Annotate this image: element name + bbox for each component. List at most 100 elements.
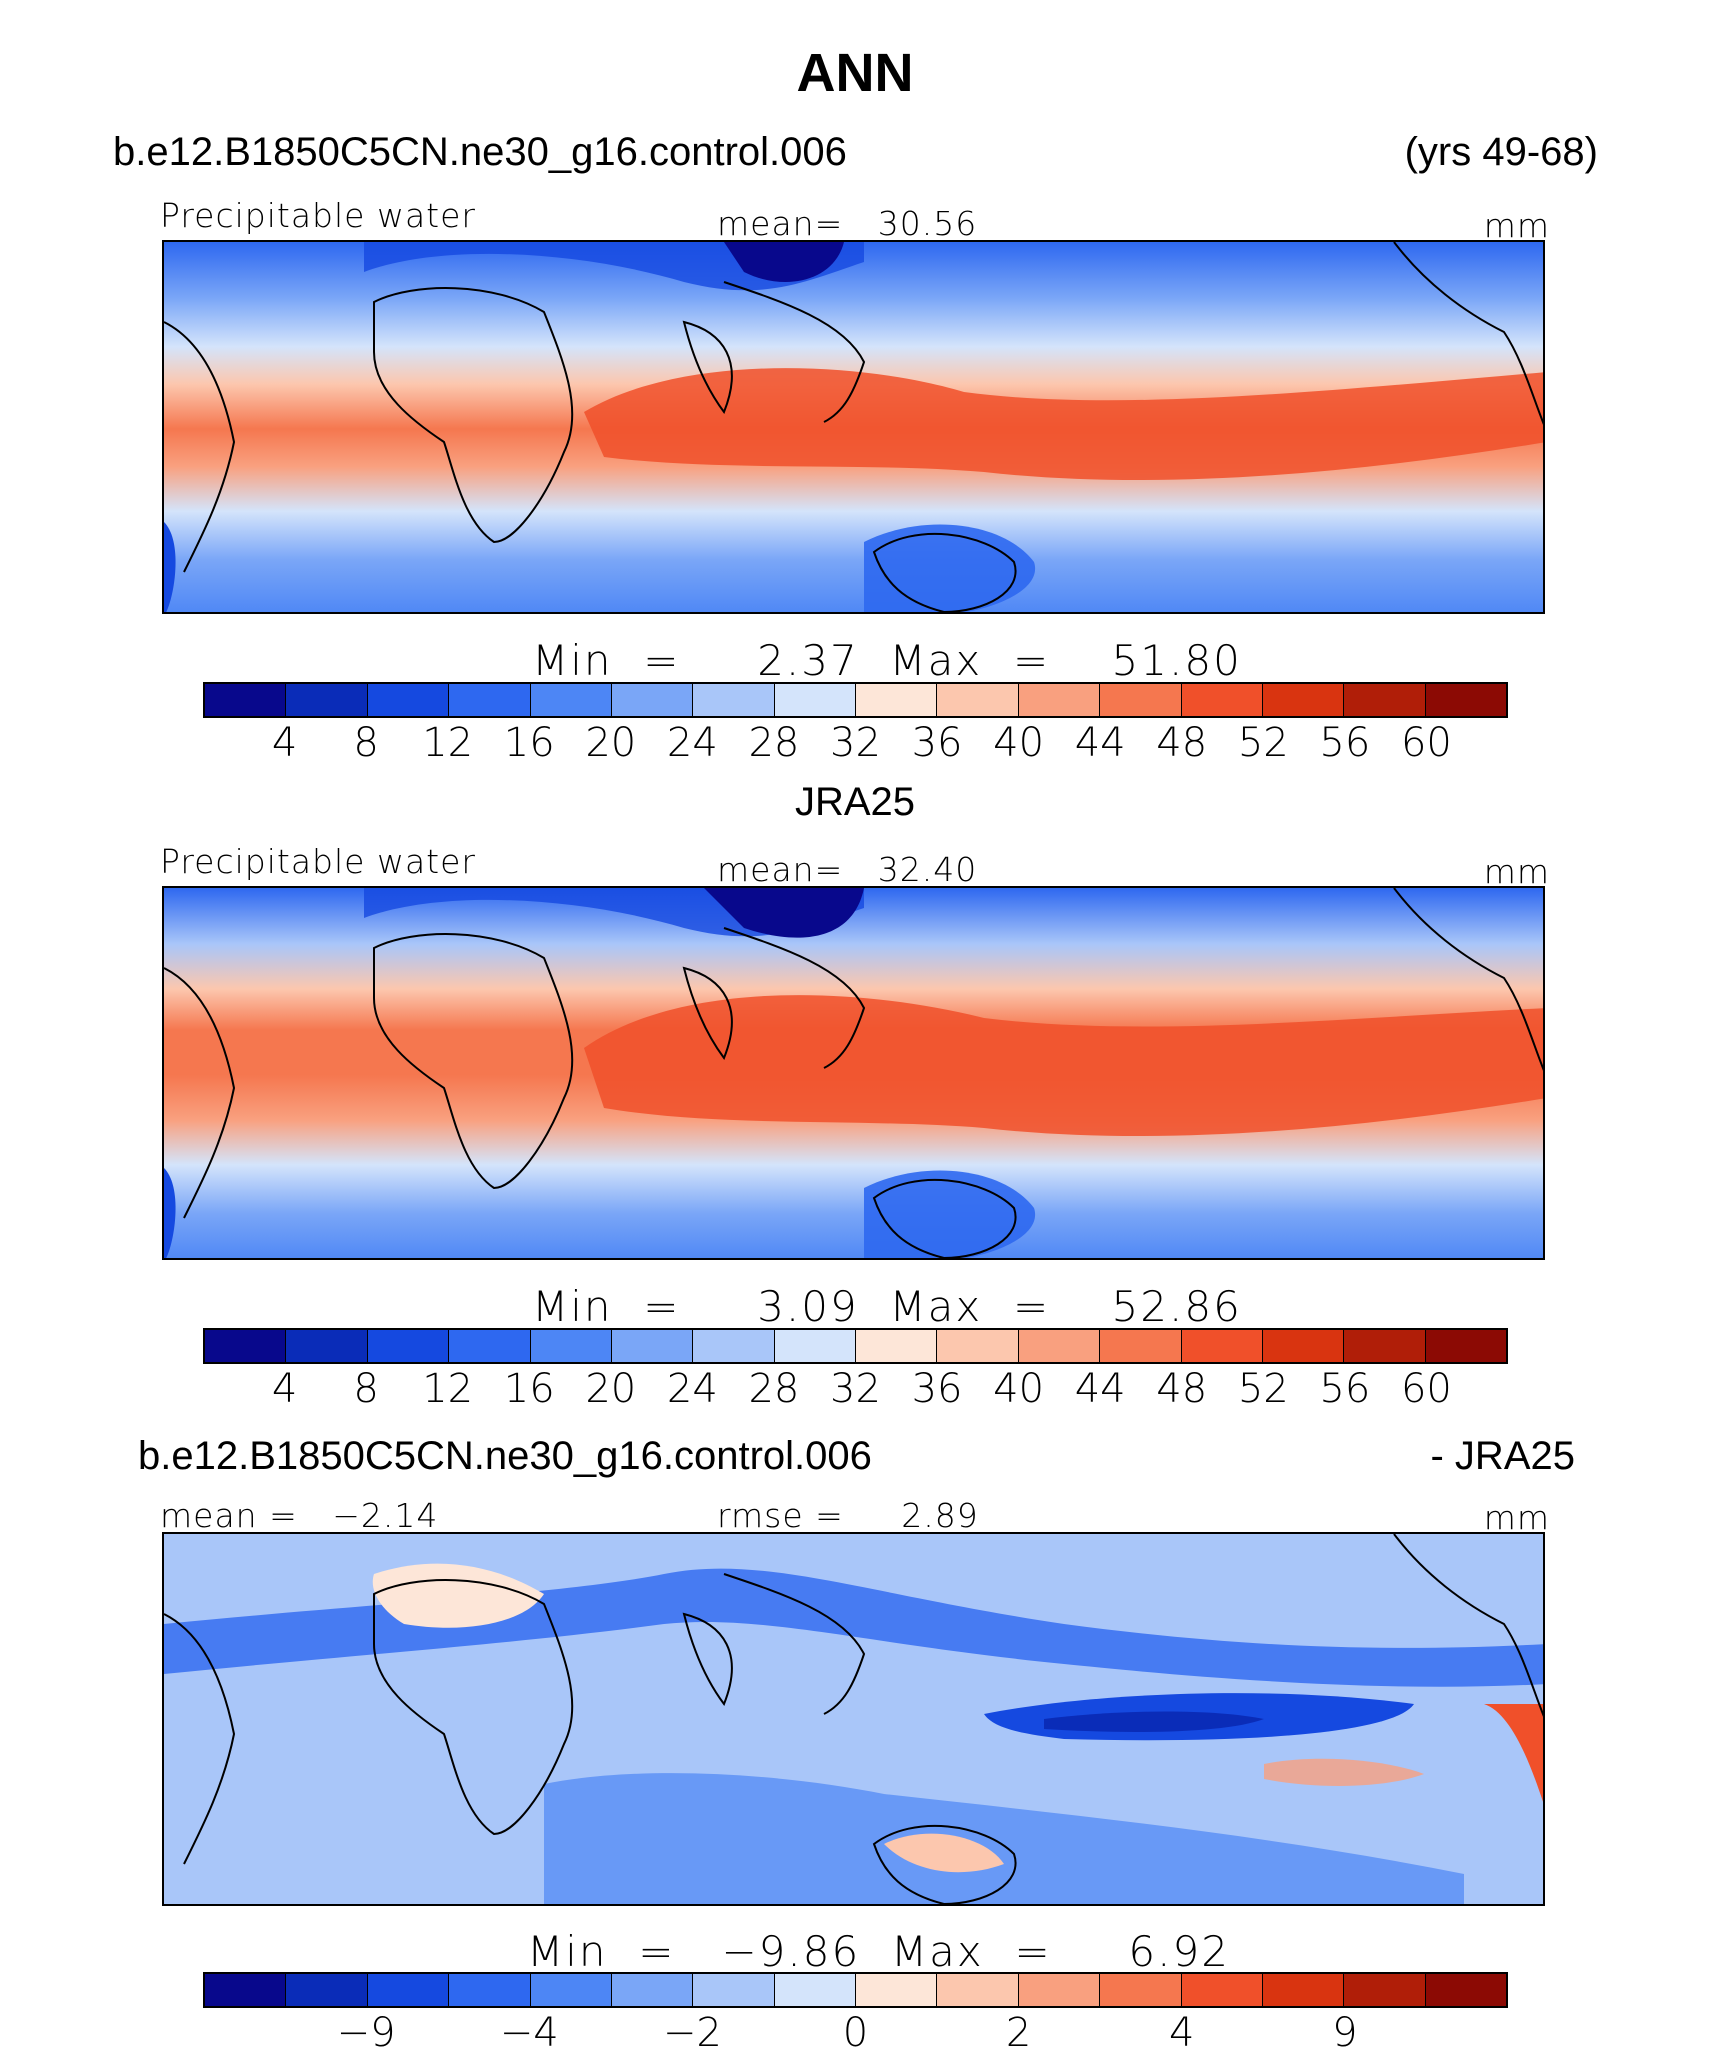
diff-title-right: - JRA25 [1430,1434,1576,1478]
mean-value: 30.56 [877,204,978,243]
case-name: b.e12.B1850C5CN.ne30_g16.control.006 [113,130,847,174]
colorbar-tick-label: 8 [353,720,379,766]
max-value-obs: 52.86 [1111,1282,1242,1331]
coastline-india [682,320,733,415]
colorbar-tick-label: 52 [1237,1366,1289,1412]
colorbar-cell [1344,684,1426,716]
colorbar-tick-label: 20 [585,720,637,766]
pos-east-edge [1484,1704,1543,1802]
colorbar-model [203,682,1508,718]
colorbar-tick-label: 56 [1319,1366,1371,1412]
colorbar-tick-label: 40 [993,1366,1045,1412]
coastline-australia [872,532,1017,612]
coastline-south-america-obs [164,967,236,1219]
dry-tibet-region [724,242,844,282]
colorbar-tick-label: 48 [1156,720,1208,766]
colorbar-cell [1018,684,1101,716]
colorbar-obs [203,1328,1508,1364]
map-panel-obs [162,886,1545,1260]
coastline-americas-diff [1393,1534,1543,1717]
colorbar-cell [1181,1330,1263,1362]
colorbar-cell [286,684,368,716]
max-key-diff: Max [890,1927,984,1976]
colorbar-tick-label: 9 [1332,2010,1358,2056]
min-value-obs: 3.09 [757,1282,859,1331]
colorbar-tick-label: 44 [1074,720,1126,766]
colorbar-cell [1181,684,1263,716]
colorbar-tick-label: 4 [271,720,298,766]
units-label-obs: mm [1483,852,1550,891]
coastline-india-diff [682,1612,733,1707]
colorbar-cell [937,1330,1019,1362]
dry-tibet-region-obs [704,888,864,938]
colorbar-tick-label: 56 [1319,720,1371,766]
coastline-south-america-diff [164,1613,236,1865]
coastline-americas-obs [1393,888,1543,1071]
colorbar-cell [367,684,450,716]
colorbar-cell [367,1974,450,2006]
variable-label-obs: Precipitable water [160,842,476,881]
colorbar-tick-label: 32 [830,720,881,766]
colorbar-tick-label: 28 [748,720,800,766]
colorbar-tick-label: 0 [842,2010,869,2056]
colorbar-cell [1425,684,1506,716]
colorbar-cell [530,1974,612,2006]
colorbar-cell [205,684,287,716]
colorbar-cell [1100,1974,1182,2006]
units-label: mm [1483,206,1550,245]
diff-units-label: mm [1483,1498,1550,1537]
variable-label: Precipitable water [160,196,476,235]
colorbar-tick-label: 32 [830,1366,881,1412]
colorbar-cell [856,1330,938,1362]
pos-australia [884,1833,1004,1873]
max-key-obs: Max [889,1282,983,1331]
warm-pool-region-obs [584,995,1543,1137]
minmax-label-obs: Min = 3.09 Max = 52.86 [532,1282,1242,1331]
minmax-label: Min = 2.37 Max = 51.80 [532,636,1242,685]
colorbar-tick-label: 36 [911,1366,963,1412]
colorbar-tick-label: 16 [503,1366,555,1412]
coastline-africa-obs [373,933,574,1190]
diff-mean-value: −2.14 [332,1496,439,1535]
max-value: 51.80 [1111,636,1242,685]
colorbar-tick-label: 48 [1156,1366,1208,1412]
coastline-australia-obs [872,1178,1017,1258]
diff-mean-label: mean = −2.14 [160,1496,438,1535]
colorbar-cell [367,1330,450,1362]
colorbar-cell [774,684,856,716]
colorbar-cell [1100,1330,1182,1362]
dry-west-region [164,522,176,612]
colorbar-cell [1344,1330,1426,1362]
colorbar-cell [286,1330,368,1362]
warm-pool-region [584,368,1543,481]
years-label: (yrs 49-68) [1404,130,1598,174]
colorbar-tick-label: 40 [993,720,1045,766]
colorbar-tick-label: −2 [662,2010,722,2056]
colorbar-tick-label: 8 [353,1366,379,1412]
colorbar-cell [1344,1974,1426,2006]
mean-key-obs: mean= [717,850,844,889]
coastline-asia [723,281,866,423]
colorbar-cell [530,1330,612,1362]
colorbar-cell [937,1974,1019,2006]
pos-pacific [1264,1758,1424,1786]
colorbar-tick-label: 28 [748,1366,800,1412]
coastline-asia-obs [723,927,866,1069]
colorbar-diff [203,1972,1508,2008]
colorbar-cell [205,1330,287,1362]
map-diff-svg [164,1534,1543,1904]
colorbar-cell [693,1330,775,1362]
rmse-key: rmse = [717,1496,844,1535]
max-key: Max [889,636,983,685]
map-obs-svg [164,888,1543,1258]
colorbar-tick-label: 4 [271,1366,298,1412]
mean-value-obs: 32.40 [877,850,978,889]
colorbar-tick-label: 52 [1237,720,1289,766]
max-value-diff: 6.92 [1128,1927,1230,1976]
colorbar-cell [774,1330,856,1362]
colorbar-tick-label: −9 [336,2010,396,2056]
min-key-diff: Min [527,1927,608,1976]
colorbar-cell [1181,1974,1263,2006]
colorbar-tick-label: 60 [1400,1366,1452,1412]
colorbar-cell [937,684,1019,716]
